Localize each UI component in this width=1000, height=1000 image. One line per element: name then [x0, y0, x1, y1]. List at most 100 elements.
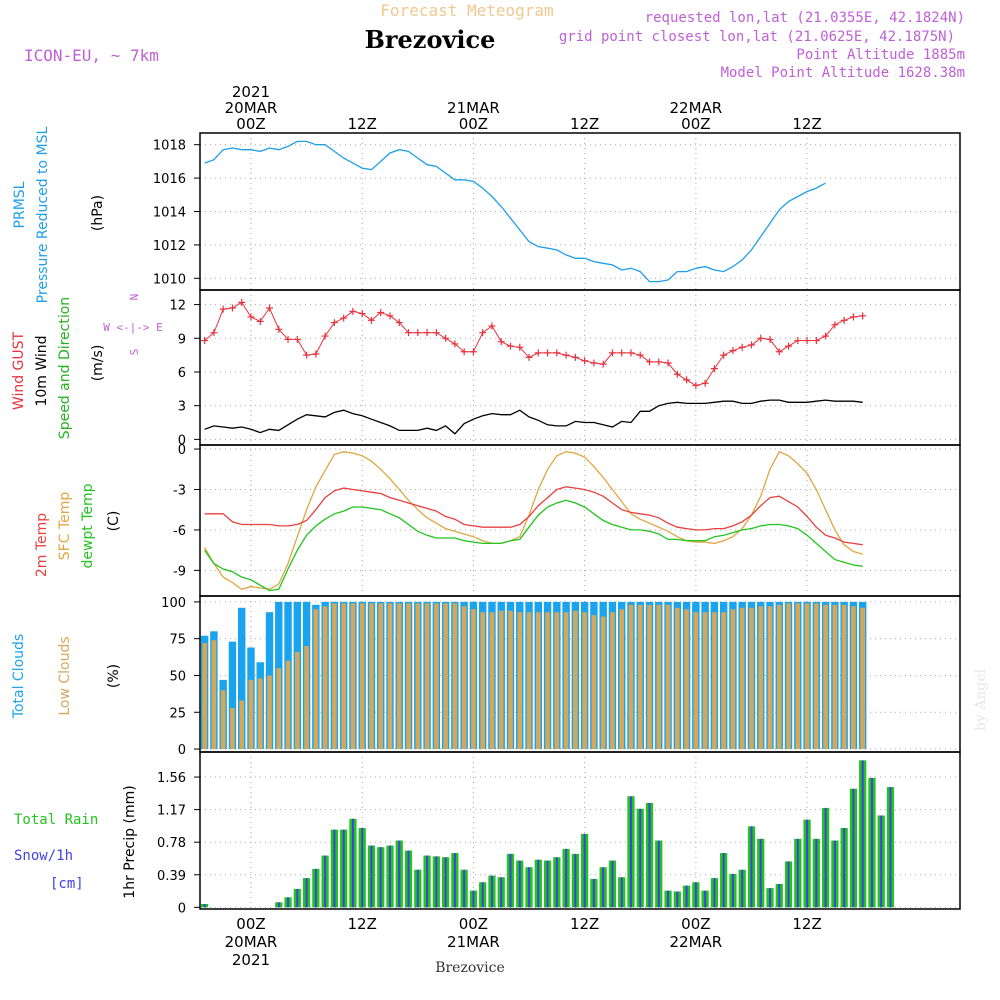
wind-unit: (m/s) [90, 345, 106, 382]
gust-line [204, 301, 863, 387]
low-cloud-bar [693, 612, 699, 750]
top-time-label: 12Z [792, 115, 821, 133]
gust-marker [275, 325, 283, 333]
low-clouds-label: Low Clouds [57, 636, 73, 715]
low-cloud-bar [795, 603, 801, 750]
snow-bar [667, 890, 670, 908]
gust-marker [488, 322, 496, 330]
low-cloud-bar [332, 603, 337, 750]
low-cloud-bar [489, 612, 495, 750]
snow-label: Snow/1h [14, 848, 73, 864]
y-tick-label: 12 [169, 299, 186, 314]
gust-marker [201, 337, 209, 345]
gust-marker [581, 357, 589, 365]
bottom-time-label: 12Z [570, 915, 599, 933]
bottom-time-label: 00Z [681, 915, 710, 933]
gust-marker [414, 329, 422, 337]
gust-marker [266, 304, 274, 312]
low-cloud-bar [526, 612, 532, 750]
low-cloud-bar [369, 603, 374, 750]
temp-unit: (C) [106, 511, 122, 532]
low-cloud-bar [851, 606, 856, 750]
snow-bar [379, 847, 382, 908]
snow-bar [546, 860, 549, 908]
total-clouds-label: Total Clouds [11, 634, 27, 719]
temperature-side-labels: 2m Temp SFC Temp dewpt Temp (C) [34, 483, 122, 577]
gust-marker [775, 348, 783, 356]
snow-bar [305, 878, 308, 908]
snow-bar [657, 840, 660, 908]
requested-coords: requested lon,lat (21.0355E, 42.1824N) [645, 10, 965, 26]
snow-bar [509, 853, 512, 908]
snow-bar [342, 829, 345, 908]
gust-marker [506, 342, 514, 350]
snow-bar [435, 856, 438, 908]
top-time-label: 12Z [570, 115, 599, 133]
gust-marker [349, 307, 357, 315]
total-cloud-bar [238, 607, 246, 750]
y-tick-label: -9 [173, 564, 186, 579]
sfc-temp-label: SFC Temp [57, 492, 73, 561]
low-cloud-bar [257, 678, 263, 750]
snow-bar [611, 860, 614, 908]
snow-bar [444, 857, 447, 908]
gust-marker [247, 313, 255, 321]
snow-bar [796, 838, 799, 908]
low-cloud-bar [498, 610, 504, 750]
low-cloud-bar [739, 607, 745, 750]
compass-south: S [128, 349, 141, 356]
wind-side-labels: Wind GUST 10m Wind Speed and Direction (… [11, 294, 163, 440]
gust-marker [479, 329, 487, 337]
snow-bar [296, 888, 299, 908]
gust-marker [710, 365, 718, 373]
low-cloud-bar [248, 679, 254, 750]
low-cloud-bar [322, 606, 328, 750]
gust-marker [432, 329, 440, 337]
gust-marker [747, 341, 755, 349]
gust-marker [849, 313, 857, 321]
snow-bar [287, 897, 290, 908]
low-cloud-bar [378, 603, 384, 750]
clouds-unit: (%) [106, 664, 122, 688]
low-cloud-bar [452, 603, 458, 750]
gust-marker [803, 337, 811, 345]
panel-precipitation: 0 0.39 0.78 1.17 1.56 [157, 751, 961, 916]
snow-bar [490, 875, 493, 908]
snow-bar [750, 826, 753, 908]
prmsl-label: PRMSL [12, 181, 28, 228]
top-time-label: 00Z [459, 115, 488, 133]
gust-marker [766, 335, 774, 343]
bottom-time-label: 00Z [459, 915, 488, 933]
footer-location: Brezovice [435, 960, 505, 976]
low-cloud-bar [860, 607, 865, 750]
location-title: Brezovice [365, 25, 496, 54]
snow-bar [843, 827, 846, 908]
gust-marker [405, 329, 413, 337]
y-tick-label: 1014 [153, 206, 186, 221]
gust-marker [544, 349, 552, 357]
low-cloud-bar [675, 607, 680, 750]
gust-marker [256, 317, 264, 325]
low-cloud-bar [230, 707, 235, 750]
y-tick-label: -3 [173, 483, 186, 498]
y-tick-label: 75 [169, 633, 186, 648]
low-cloud-bar [600, 616, 606, 750]
y-tick-label: 1010 [153, 272, 186, 287]
top-time-label: 2021 [232, 83, 270, 101]
bottom-time-label: 20MAR [225, 933, 278, 951]
snow-bar [426, 855, 429, 908]
snow-bar [277, 902, 280, 908]
snow-bar [713, 878, 716, 908]
snow-bar [769, 888, 771, 908]
pressure-line [204, 140, 826, 283]
y-tick-label: 1012 [153, 239, 186, 254]
gust-marker [757, 334, 765, 342]
gust-marker [497, 338, 505, 346]
gust-marker [785, 342, 793, 350]
snow-bar [722, 853, 725, 908]
y-tick-label: 1.56 [157, 771, 186, 786]
gust-marker [553, 349, 561, 357]
snow-bar [676, 891, 679, 908]
